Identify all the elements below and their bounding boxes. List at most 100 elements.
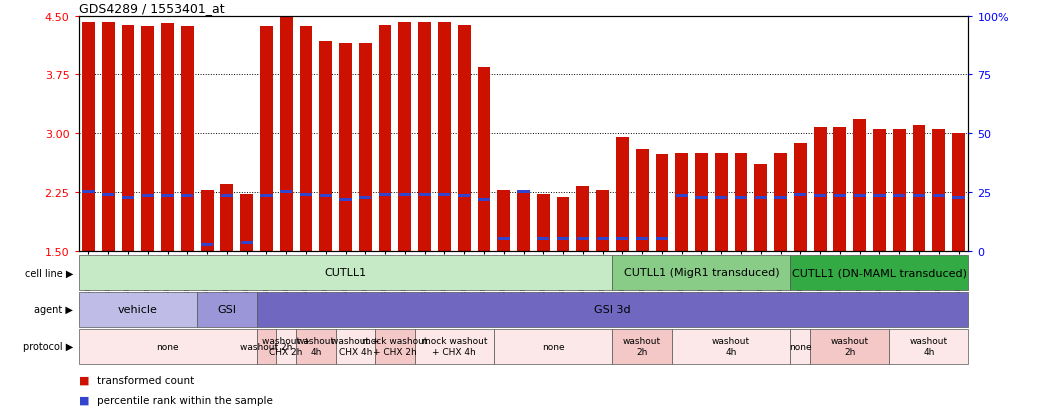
Bar xyxy=(617,238,628,241)
Bar xyxy=(675,195,688,198)
Text: percentile rank within the sample: percentile rank within the sample xyxy=(97,395,273,405)
Text: CUTLL1 (DN-MAML transduced): CUTLL1 (DN-MAML transduced) xyxy=(792,268,967,278)
Bar xyxy=(695,197,708,199)
Bar xyxy=(497,238,510,241)
Bar xyxy=(637,238,648,241)
Bar xyxy=(913,126,926,251)
Text: washout 2h: washout 2h xyxy=(240,342,292,351)
Text: washout
4h: washout 4h xyxy=(910,337,948,356)
Bar xyxy=(537,238,550,241)
Bar xyxy=(121,26,134,251)
Text: transformed count: transformed count xyxy=(97,375,195,385)
Bar xyxy=(181,27,194,251)
Bar xyxy=(201,243,214,246)
Bar xyxy=(735,197,748,199)
Bar xyxy=(953,197,964,199)
Bar xyxy=(141,27,154,251)
Bar xyxy=(735,153,748,251)
Bar xyxy=(577,187,589,251)
Bar xyxy=(438,23,451,251)
Bar xyxy=(794,143,807,251)
Bar xyxy=(833,195,846,198)
Bar xyxy=(497,190,510,251)
Bar xyxy=(655,155,668,251)
Bar xyxy=(319,42,332,251)
Bar xyxy=(458,26,470,251)
Text: cell line ▶: cell line ▶ xyxy=(25,268,73,278)
Bar xyxy=(833,128,846,251)
Bar xyxy=(557,198,570,251)
Bar xyxy=(477,67,490,251)
Text: mock washout
+ CHX 4h: mock washout + CHX 4h xyxy=(422,337,487,356)
Text: none: none xyxy=(789,342,811,351)
Bar xyxy=(477,199,490,202)
Bar xyxy=(419,193,430,196)
Bar xyxy=(339,44,352,251)
Bar xyxy=(103,193,114,196)
Bar xyxy=(240,195,253,251)
Bar xyxy=(952,134,965,251)
Bar xyxy=(82,23,95,251)
Bar xyxy=(181,195,194,198)
Bar xyxy=(873,130,886,251)
Text: washout
2h: washout 2h xyxy=(623,337,662,356)
Bar xyxy=(359,197,372,199)
Text: none: none xyxy=(542,342,564,351)
Bar xyxy=(774,153,787,251)
Bar xyxy=(260,27,273,251)
Bar xyxy=(221,195,232,198)
Bar xyxy=(319,195,332,198)
Bar xyxy=(893,130,906,251)
Bar xyxy=(596,191,609,251)
Bar xyxy=(83,191,94,194)
Bar xyxy=(715,153,728,251)
Text: protocol ▶: protocol ▶ xyxy=(23,341,73,351)
Bar xyxy=(102,23,114,251)
Bar xyxy=(755,197,766,199)
Bar xyxy=(795,193,806,196)
Bar xyxy=(161,24,174,251)
Text: ■: ■ xyxy=(79,375,89,385)
Bar xyxy=(695,153,708,251)
Bar xyxy=(775,197,786,199)
Bar xyxy=(201,191,214,251)
Bar xyxy=(715,197,728,199)
Bar xyxy=(459,195,470,198)
Bar xyxy=(379,26,392,251)
Text: mock washout
+ CHX 2h: mock washout + CHX 2h xyxy=(362,337,428,356)
Bar xyxy=(517,191,530,251)
Text: washout +
CHX 2h: washout + CHX 2h xyxy=(262,337,310,356)
Bar xyxy=(221,185,233,251)
Bar xyxy=(399,23,411,251)
Bar xyxy=(299,193,312,196)
Text: agent ▶: agent ▶ xyxy=(35,304,73,315)
Text: GSI: GSI xyxy=(218,304,237,315)
Text: washout
4h: washout 4h xyxy=(296,337,335,356)
Bar xyxy=(281,191,292,194)
Bar xyxy=(853,195,866,198)
Text: washout +
CHX 4h: washout + CHX 4h xyxy=(331,337,380,356)
Bar xyxy=(418,23,431,251)
Bar xyxy=(339,199,352,202)
Bar xyxy=(755,165,767,251)
Bar xyxy=(933,195,944,198)
Bar xyxy=(933,130,945,251)
Bar xyxy=(675,153,688,251)
Bar xyxy=(636,150,648,251)
Bar xyxy=(280,18,292,251)
Bar xyxy=(577,238,588,241)
Bar xyxy=(517,191,530,194)
Bar xyxy=(557,238,570,241)
Text: CUTLL1 (MigR1 transduced): CUTLL1 (MigR1 transduced) xyxy=(624,268,779,278)
Bar xyxy=(261,195,272,198)
Bar xyxy=(141,195,154,198)
Bar xyxy=(853,120,866,251)
Bar xyxy=(814,128,826,251)
Text: GDS4289 / 1553401_at: GDS4289 / 1553401_at xyxy=(79,2,224,15)
Text: washout
2h: washout 2h xyxy=(830,337,869,356)
Text: vehicle: vehicle xyxy=(118,304,158,315)
Bar xyxy=(399,193,410,196)
Bar xyxy=(299,27,312,251)
Bar xyxy=(537,195,550,251)
Bar xyxy=(893,195,906,198)
